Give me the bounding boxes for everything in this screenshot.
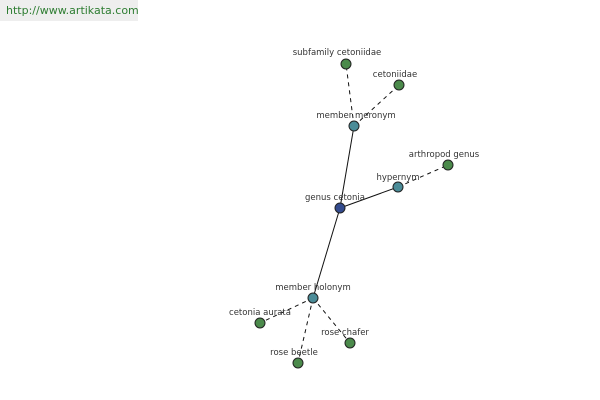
node[interactable] [442,159,454,171]
node[interactable] [292,357,304,369]
node[interactable] [392,181,404,193]
node-label: hypernym [376,173,419,183]
edge [353,84,400,127]
edge [297,297,314,364]
node-label: rose chafer [321,328,369,338]
edge [259,297,314,324]
edge [345,63,355,127]
edge [339,125,355,209]
node-label: rose beetle [270,348,318,358]
node-label: member meronym [316,111,395,121]
edge [339,186,399,209]
node[interactable] [340,58,352,70]
site-url[interactable]: http://www.artikata.com [0,0,139,21]
node-label: member holonym [275,283,350,293]
node[interactable] [393,79,405,91]
node[interactable] [348,120,360,132]
node-label: genus cetonia [305,193,365,203]
node-label: subfamily cetoniidae [293,48,382,58]
node-label: arthropod genus [409,150,480,160]
edge [312,207,341,299]
edge [397,164,449,188]
node[interactable] [334,202,346,214]
node[interactable] [344,337,356,349]
node[interactable] [307,292,319,304]
node-label: cetonia aurata [229,308,291,318]
edge [312,297,351,344]
node[interactable] [254,317,266,329]
node-label: cetoniidae [373,70,417,80]
